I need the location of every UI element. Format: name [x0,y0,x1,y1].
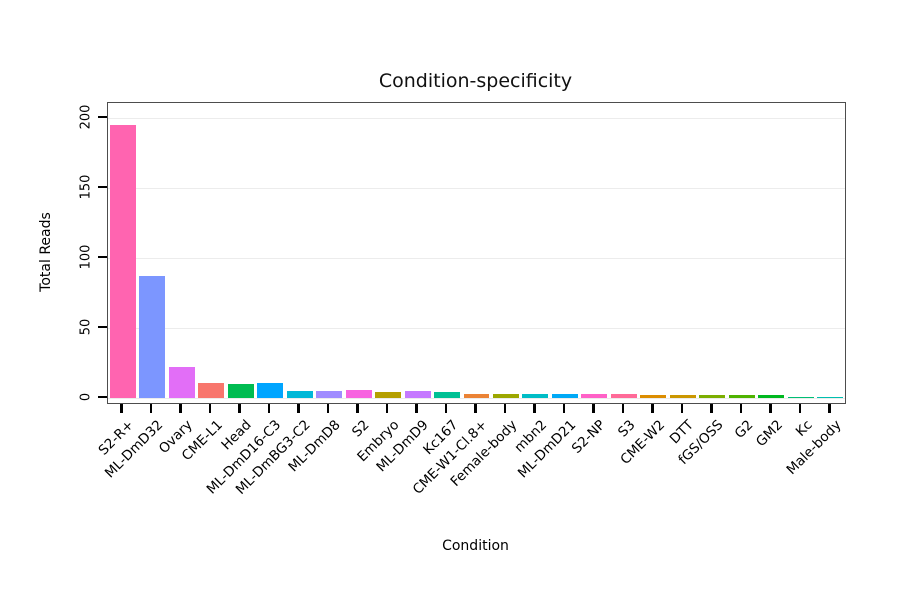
gridline [108,328,845,329]
x-axis-tick [739,404,743,413]
gridline [108,188,845,189]
x-axis-tick [503,404,507,413]
x-tick-label: S3 [614,417,639,441]
gridline [108,118,845,119]
x-axis-tick [710,404,713,413]
x-tick-label: GM2 [752,417,786,451]
bar [168,367,195,398]
bar [493,393,519,398]
bar [610,393,637,398]
plot-panel [107,102,846,404]
y-axis-tick [98,255,107,259]
x-axis-tick [356,404,359,413]
bar [758,395,785,398]
x-axis-tick [149,404,153,413]
bar [551,393,578,398]
x-axis-tick [474,404,477,413]
x-axis-tick [651,404,654,413]
bar [640,395,667,398]
bar [345,389,372,398]
bar [434,392,460,398]
y-tick-label: 0 [78,392,94,402]
y-axis-tick [98,115,107,119]
bar [198,382,225,398]
x-axis-tick [621,404,625,413]
x-axis-label: Condition [442,538,509,554]
bar [817,396,844,398]
y-tick-label: 100 [78,244,94,270]
gridline [108,398,845,399]
bar [404,391,431,398]
x-axis-tick [592,404,595,413]
x-axis-tick [562,404,566,413]
x-axis-tick [680,404,684,413]
bar [375,392,402,398]
y-tick-label: 150 [78,174,94,200]
bar [109,125,136,398]
bar [316,391,343,398]
x-axis-tick [267,404,271,413]
bar [522,393,549,398]
x-axis-tick [385,404,389,413]
x-axis-tick [238,404,241,413]
y-axis-label: Total Reads [38,212,54,292]
y-tick-label: 50 [78,318,94,336]
bar [227,384,254,398]
y-tick-label: 200 [78,104,94,130]
x-axis-tick [326,404,330,413]
bar [581,393,608,398]
x-axis-tick [415,404,418,413]
bar [463,393,490,398]
bar [139,276,166,398]
x-tick-label: S2-NP [568,417,609,457]
x-axis-tick [120,404,123,413]
bar [257,382,284,398]
x-axis-tick [828,404,831,413]
bar [699,395,726,398]
y-axis-tick [98,325,107,329]
x-axis-tick [208,404,212,413]
x-axis-tick [444,404,448,413]
x-axis-tick [179,404,182,413]
chart-title: Condition-specificity [378,70,573,92]
bar [669,395,696,398]
x-axis-tick [297,404,300,413]
x-axis-tick [798,404,802,413]
gridline [108,258,845,259]
bar [728,395,755,398]
bar [787,396,814,398]
bar [286,391,313,398]
x-axis-tick [769,404,772,413]
x-axis-tick [533,404,536,413]
x-tick-label: Kc [792,417,816,440]
y-axis-tick [98,395,107,399]
y-axis-tick [98,185,107,189]
